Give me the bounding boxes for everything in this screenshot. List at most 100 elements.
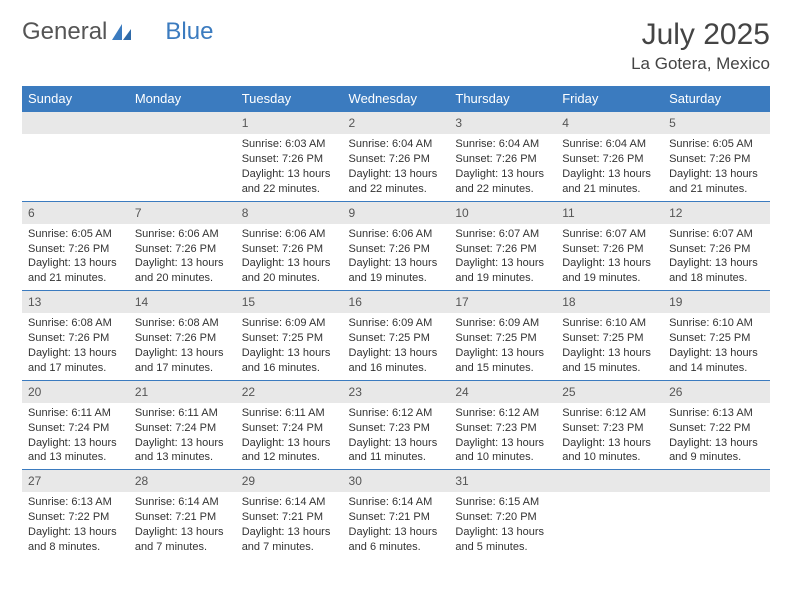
day-details: Sunrise: 6:04 AMSunset: 7:26 PMDaylight:… [556, 134, 663, 200]
sunset-line: Sunset: 7:26 PM [349, 242, 444, 257]
daylight-line: Daylight: 13 hours and 22 minutes. [349, 167, 444, 197]
calendar-row: 6Sunrise: 6:05 AMSunset: 7:26 PMDaylight… [22, 201, 770, 291]
weekday-header: Tuesday [236, 86, 343, 112]
calendar-cell-empty [663, 470, 770, 559]
calendar-cell: 22Sunrise: 6:11 AMSunset: 7:24 PMDayligh… [236, 380, 343, 470]
daylight-line: Daylight: 13 hours and 13 minutes. [28, 436, 123, 466]
daylight-line: Daylight: 13 hours and 20 minutes. [242, 256, 337, 286]
day-details: Sunrise: 6:04 AMSunset: 7:26 PMDaylight:… [449, 134, 556, 200]
month-title: July 2025 [631, 18, 770, 52]
sunset-line: Sunset: 7:24 PM [135, 421, 230, 436]
daylight-line: Daylight: 13 hours and 8 minutes. [28, 525, 123, 555]
weekday-header: Monday [129, 86, 236, 112]
calendar-cell: 25Sunrise: 6:12 AMSunset: 7:23 PMDayligh… [556, 380, 663, 470]
daylight-line: Daylight: 13 hours and 14 minutes. [669, 346, 764, 376]
day-number: 30 [343, 470, 450, 492]
sunrise-line: Sunrise: 6:09 AM [242, 316, 337, 331]
calendar-cell: 13Sunrise: 6:08 AMSunset: 7:26 PMDayligh… [22, 291, 129, 381]
day-details: Sunrise: 6:08 AMSunset: 7:26 PMDaylight:… [129, 313, 236, 379]
calendar-cell: 14Sunrise: 6:08 AMSunset: 7:26 PMDayligh… [129, 291, 236, 381]
day-details: Sunrise: 6:06 AMSunset: 7:26 PMDaylight:… [343, 224, 450, 290]
logo-sail-icon [111, 23, 133, 41]
sunrise-line: Sunrise: 6:12 AM [349, 406, 444, 421]
calendar-cell: 23Sunrise: 6:12 AMSunset: 7:23 PMDayligh… [343, 380, 450, 470]
calendar-cell: 15Sunrise: 6:09 AMSunset: 7:25 PMDayligh… [236, 291, 343, 381]
calendar-cell: 20Sunrise: 6:11 AMSunset: 7:24 PMDayligh… [22, 380, 129, 470]
calendar-cell: 18Sunrise: 6:10 AMSunset: 7:25 PMDayligh… [556, 291, 663, 381]
sunset-line: Sunset: 7:25 PM [669, 331, 764, 346]
day-details: Sunrise: 6:09 AMSunset: 7:25 PMDaylight:… [236, 313, 343, 379]
sunset-line: Sunset: 7:21 PM [135, 510, 230, 525]
day-number: 12 [663, 202, 770, 224]
daylight-line: Daylight: 13 hours and 20 minutes. [135, 256, 230, 286]
daylight-line: Daylight: 13 hours and 7 minutes. [135, 525, 230, 555]
sunset-line: Sunset: 7:22 PM [28, 510, 123, 525]
sunrise-line: Sunrise: 6:08 AM [135, 316, 230, 331]
sunset-line: Sunset: 7:24 PM [28, 421, 123, 436]
calendar-cell-empty [22, 112, 129, 202]
calendar-cell: 17Sunrise: 6:09 AMSunset: 7:25 PMDayligh… [449, 291, 556, 381]
sunrise-line: Sunrise: 6:07 AM [562, 227, 657, 242]
day-details: Sunrise: 6:08 AMSunset: 7:26 PMDaylight:… [22, 313, 129, 379]
calendar-cell: 30 Sunrise: 6:14 AMSunset: 7:21 PMDayligh… [343, 470, 450, 559]
sunset-line: Sunset: 7:26 PM [135, 331, 230, 346]
sunrise-line: Sunrise: 6:14 AM [349, 495, 444, 510]
daylight-line: Daylight: 13 hours and 19 minutes. [455, 256, 550, 286]
day-number: 8 [236, 202, 343, 224]
day-number: 20 [22, 381, 129, 403]
calendar-cell: 5Sunrise: 6:05 AMSunset: 7:26 PMDaylight… [663, 112, 770, 202]
sunrise-line: Sunrise: 6:13 AM [28, 495, 123, 510]
sunrise-line: Sunrise: 6:15 AM [455, 495, 550, 510]
day-details: Sunrise: 6:13 AMSunset: 7:22 PMDaylight:… [663, 403, 770, 469]
day-number: 24 [449, 381, 556, 403]
sunset-line: Sunset: 7:26 PM [28, 331, 123, 346]
sunset-line: Sunset: 7:26 PM [562, 242, 657, 257]
sunset-line: Sunset: 7:25 PM [349, 331, 444, 346]
sunrise-line: Sunrise: 6:04 AM [349, 137, 444, 152]
day-number-empty [129, 112, 236, 134]
day-number: 21 [129, 381, 236, 403]
sunset-line: Sunset: 7:24 PM [242, 421, 337, 436]
day-details: Sunrise: 6:03 AMSunset: 7:26 PMDaylight:… [236, 134, 343, 200]
day-number: 22 [236, 381, 343, 403]
sunset-line: Sunset: 7:26 PM [669, 152, 764, 167]
weekday-header: Sunday [22, 86, 129, 112]
day-details: Sunrise: 6:12 AMSunset: 7:23 PMDaylight:… [343, 403, 450, 469]
calendar-row: 1Sunrise: 6:03 AMSunset: 7:26 PMDaylight… [22, 112, 770, 202]
sunset-line: Sunset: 7:25 PM [562, 331, 657, 346]
day-details: Sunrise: 6:13 AMSunset: 7:22 PMDaylight:… [22, 492, 129, 558]
calendar-cell: 6Sunrise: 6:05 AMSunset: 7:26 PMDaylight… [22, 201, 129, 291]
day-number: 5 [663, 112, 770, 134]
sunset-line: Sunset: 7:21 PM [242, 510, 337, 525]
daylight-line: Daylight: 13 hours and 18 minutes. [669, 256, 764, 286]
sunrise-line: Sunrise: 6:06 AM [349, 227, 444, 242]
day-number: 17 [449, 291, 556, 313]
day-number-empty [663, 470, 770, 492]
calendar-cell: 3Sunrise: 6:04 AMSunset: 7:26 PMDaylight… [449, 112, 556, 202]
day-details: Sunrise: 6:10 AMSunset: 7:25 PMDaylight:… [556, 313, 663, 379]
calendar-cell: 31Sunrise: 6:15 AMSunset: 7:20 PMDayligh… [449, 470, 556, 559]
sunrise-line: Sunrise: 6:12 AM [562, 406, 657, 421]
day-details: Sunrise: 6:07 AMSunset: 7:26 PMDaylight:… [556, 224, 663, 290]
sunrise-line: Sunrise: 6:14 AM [135, 495, 230, 510]
day-details: Sunrise: 6:07 AMSunset: 7:26 PMDaylight:… [663, 224, 770, 290]
day-details: Sunrise: 6:11 AMSunset: 7:24 PMDaylight:… [236, 403, 343, 469]
daylight-line: Daylight: 13 hours and 6 minutes. [349, 525, 444, 555]
sunset-line: Sunset: 7:21 PM [349, 510, 444, 525]
day-details: Sunrise: 6:14 AMSunset: 7:21 PMDaylight:… [236, 492, 343, 558]
sunrise-line: Sunrise: 6:10 AM [669, 316, 764, 331]
sunrise-line: Sunrise: 6:14 AM [242, 495, 337, 510]
sunrise-line: Sunrise: 6:09 AM [349, 316, 444, 331]
brand-part2: Blue [165, 18, 213, 46]
day-number: 31 [449, 470, 556, 492]
calendar-cell: 8Sunrise: 6:06 AMSunset: 7:26 PMDaylight… [236, 201, 343, 291]
day-number: 27 [22, 470, 129, 492]
day-number: 19 [663, 291, 770, 313]
daylight-line: Daylight: 13 hours and 22 minutes. [455, 167, 550, 197]
daylight-line: Daylight: 13 hours and 19 minutes. [562, 256, 657, 286]
sunset-line: Sunset: 7:26 PM [242, 152, 337, 167]
calendar-cell: 12Sunrise: 6:07 AMSunset: 7:26 PMDayligh… [663, 201, 770, 291]
daylight-line: Daylight: 13 hours and 10 minutes. [455, 436, 550, 466]
day-number: 3 [449, 112, 556, 134]
sunset-line: Sunset: 7:26 PM [28, 242, 123, 257]
